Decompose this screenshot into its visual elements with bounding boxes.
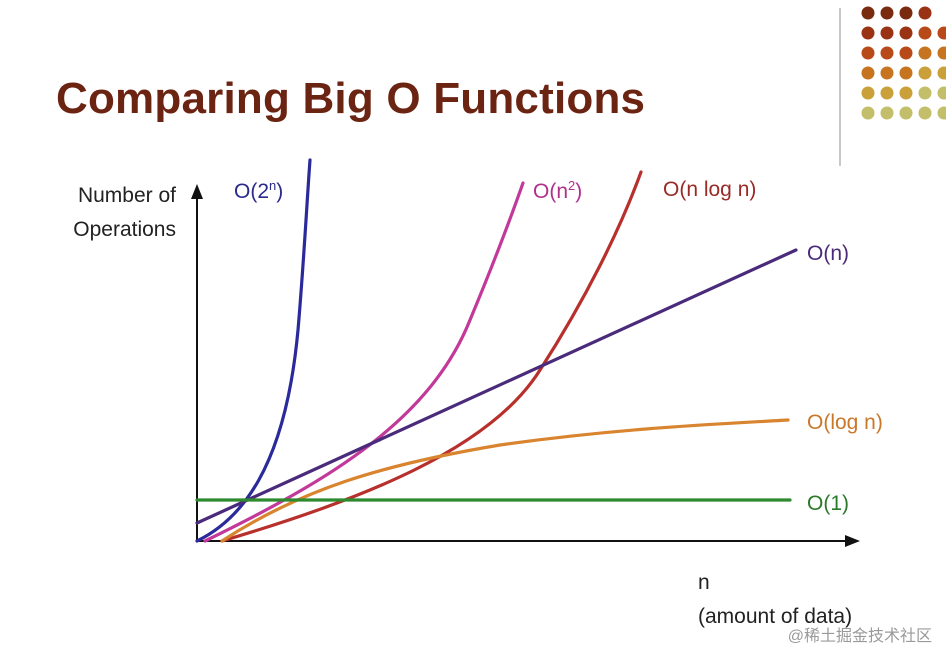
decor-dot — [899, 66, 913, 80]
label-exponential-suffix: ) — [276, 180, 284, 203]
decor-dot — [918, 66, 932, 80]
decor-dot — [918, 6, 932, 20]
decor-dot — [937, 46, 946, 60]
x-axis-arrow — [845, 535, 860, 547]
decor-dot — [861, 106, 875, 120]
x-axis-label: n (amount of data) — [698, 566, 898, 634]
decor-dot — [880, 26, 894, 40]
curve-logarithmic — [220, 418, 790, 543]
label-quadratic-text: O(n — [533, 180, 569, 203]
x-axis-label-line-1: n — [698, 571, 710, 594]
watermark: @稀土掘金技术社区 — [787, 628, 932, 645]
curve-exponential — [195, 158, 312, 543]
y-axis-label-line-1: Number of — [77, 184, 176, 207]
decor-dot — [937, 66, 946, 80]
y-axis-label: Number of Operations — [52, 179, 176, 247]
label-quadratic: O(n2) — [533, 178, 582, 204]
label-linear: O(n) — [807, 242, 849, 265]
curve-linear — [195, 248, 798, 525]
decor-dot — [861, 46, 875, 60]
y-axis-arrow — [191, 184, 203, 199]
label-logarithmic: O(log n) — [807, 411, 883, 434]
decor-dot — [918, 86, 932, 100]
curve-nlogn — [220, 170, 643, 543]
decor-dot — [918, 106, 932, 120]
curve-quadratic — [203, 181, 525, 543]
decor-dot — [861, 26, 875, 40]
label-exponential-sup: n — [269, 178, 277, 193]
decor-dot — [899, 6, 913, 20]
decor-dot — [861, 86, 875, 100]
decor-dot — [918, 46, 932, 60]
x-axis-label-line-2: (amount of data) — [698, 605, 853, 628]
decor-dot — [880, 46, 894, 60]
y-axis-label-line-2: Operations — [73, 218, 176, 241]
decor-dot — [880, 66, 894, 80]
label-quadratic-suffix: ) — [575, 180, 583, 203]
decor-dot — [861, 66, 875, 80]
decor-dot — [899, 26, 913, 40]
label-quadratic-sup: 2 — [568, 178, 576, 193]
decor-dot — [880, 106, 894, 120]
decor-dot — [899, 86, 913, 100]
slide-title: Comparing Big O Functions — [56, 74, 646, 123]
decor-dot — [937, 86, 946, 100]
decor-dot — [899, 106, 913, 120]
label-nlogn: O(n log n) — [663, 178, 757, 201]
decor-dot — [937, 106, 946, 120]
decor-dot — [937, 26, 946, 40]
decor-dot — [861, 6, 875, 20]
label-constant: O(1) — [807, 492, 849, 515]
decor-dot — [880, 86, 894, 100]
decor-dot — [918, 26, 932, 40]
label-exponential: O(2n) — [234, 178, 283, 204]
decor-dot — [899, 46, 913, 60]
label-exponential-text: O(2 — [234, 180, 270, 203]
decor-dot — [880, 6, 894, 20]
